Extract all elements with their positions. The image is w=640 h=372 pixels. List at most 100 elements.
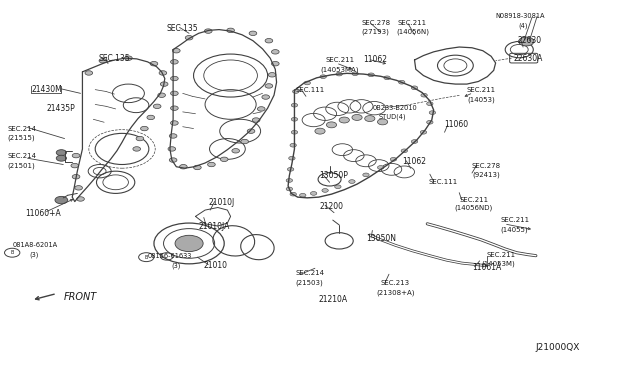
Text: SEC.214: SEC.214 [296, 270, 324, 276]
Circle shape [99, 58, 107, 63]
Circle shape [85, 71, 93, 75]
Circle shape [427, 102, 433, 106]
Text: (3): (3) [29, 251, 39, 258]
Text: (14056N): (14056N) [396, 29, 429, 35]
Circle shape [339, 117, 349, 123]
Circle shape [300, 193, 306, 197]
Circle shape [412, 86, 418, 90]
Text: 21435P: 21435P [47, 104, 76, 113]
Circle shape [175, 235, 203, 251]
Text: 08156-61633: 08156-61633 [148, 253, 192, 259]
Circle shape [161, 82, 168, 86]
Circle shape [56, 155, 67, 161]
Circle shape [363, 173, 369, 177]
Text: SEC.111: SEC.111 [429, 179, 458, 185]
Circle shape [265, 38, 273, 43]
Circle shape [55, 196, 68, 204]
Text: SEC.135: SEC.135 [167, 24, 198, 33]
Text: STUD(4): STUD(4) [379, 113, 406, 119]
Text: (21503): (21503) [296, 279, 323, 286]
Circle shape [290, 143, 296, 147]
Circle shape [56, 150, 67, 155]
Circle shape [204, 29, 212, 33]
Text: 22630: 22630 [518, 36, 542, 45]
Circle shape [412, 140, 418, 143]
Circle shape [159, 71, 167, 75]
Circle shape [518, 37, 534, 46]
Circle shape [378, 119, 388, 125]
Text: B: B [10, 250, 14, 255]
Circle shape [141, 126, 148, 131]
Circle shape [291, 118, 298, 121]
Circle shape [72, 174, 80, 179]
Text: 11062: 11062 [402, 157, 426, 166]
Circle shape [136, 137, 144, 141]
Circle shape [349, 180, 355, 183]
Text: SEC.214: SEC.214 [7, 126, 36, 132]
Text: SEC.211: SEC.211 [398, 20, 427, 26]
Text: SEC.211: SEC.211 [467, 87, 496, 93]
Circle shape [71, 163, 79, 168]
Text: SEC.211: SEC.211 [325, 57, 354, 63]
Text: SEC.213: SEC.213 [381, 280, 410, 286]
Circle shape [133, 147, 141, 151]
Circle shape [232, 148, 239, 153]
Circle shape [290, 192, 296, 196]
Text: (27193): (27193) [362, 29, 389, 35]
Circle shape [227, 28, 234, 33]
Text: 21430M: 21430M [31, 85, 62, 94]
Text: 21010JA: 21010JA [198, 222, 230, 231]
Circle shape [262, 95, 269, 99]
Text: 22630A: 22630A [513, 54, 543, 63]
Circle shape [289, 156, 295, 160]
Text: 13050P: 13050P [319, 171, 348, 180]
Circle shape [368, 73, 374, 77]
Circle shape [291, 103, 298, 107]
Circle shape [292, 90, 299, 93]
Text: (92413): (92413) [472, 171, 500, 178]
Circle shape [429, 111, 436, 115]
Text: (21501): (21501) [7, 162, 35, 169]
Circle shape [378, 166, 384, 169]
Text: SEC.211: SEC.211 [460, 197, 488, 203]
Circle shape [171, 76, 178, 81]
Text: (21308+A): (21308+A) [376, 289, 415, 296]
Circle shape [390, 157, 397, 161]
Circle shape [268, 73, 276, 77]
Text: 11062: 11062 [364, 55, 387, 64]
Text: SEC.278: SEC.278 [472, 163, 501, 169]
Circle shape [252, 118, 260, 122]
Circle shape [315, 128, 325, 134]
Text: (14055): (14055) [500, 226, 528, 232]
Circle shape [310, 192, 317, 195]
Text: 11060: 11060 [445, 121, 468, 129]
Circle shape [77, 197, 84, 201]
Circle shape [171, 106, 178, 110]
Text: (21515): (21515) [7, 135, 35, 141]
Text: 21010J: 21010J [208, 198, 234, 207]
Circle shape [75, 186, 83, 190]
Circle shape [421, 93, 428, 97]
Text: SEC.278: SEC.278 [362, 20, 390, 26]
Text: N08918-3081A: N08918-3081A [495, 13, 545, 19]
Circle shape [72, 153, 80, 158]
Circle shape [326, 122, 337, 128]
Circle shape [257, 107, 265, 111]
Circle shape [249, 31, 257, 36]
Circle shape [185, 36, 193, 40]
Circle shape [171, 91, 178, 96]
Circle shape [427, 121, 433, 124]
Circle shape [286, 187, 292, 191]
Text: B: B [145, 255, 148, 260]
Circle shape [352, 72, 358, 76]
Circle shape [241, 139, 248, 144]
Circle shape [207, 162, 215, 167]
Circle shape [384, 76, 390, 80]
Text: 0B233-B2010: 0B233-B2010 [373, 105, 418, 111]
Text: SEC.135: SEC.135 [99, 54, 130, 62]
Text: FRONT: FRONT [63, 292, 97, 302]
Circle shape [168, 147, 175, 151]
Circle shape [322, 189, 328, 192]
Circle shape [147, 115, 155, 120]
Text: (14056ND): (14056ND) [454, 205, 492, 212]
